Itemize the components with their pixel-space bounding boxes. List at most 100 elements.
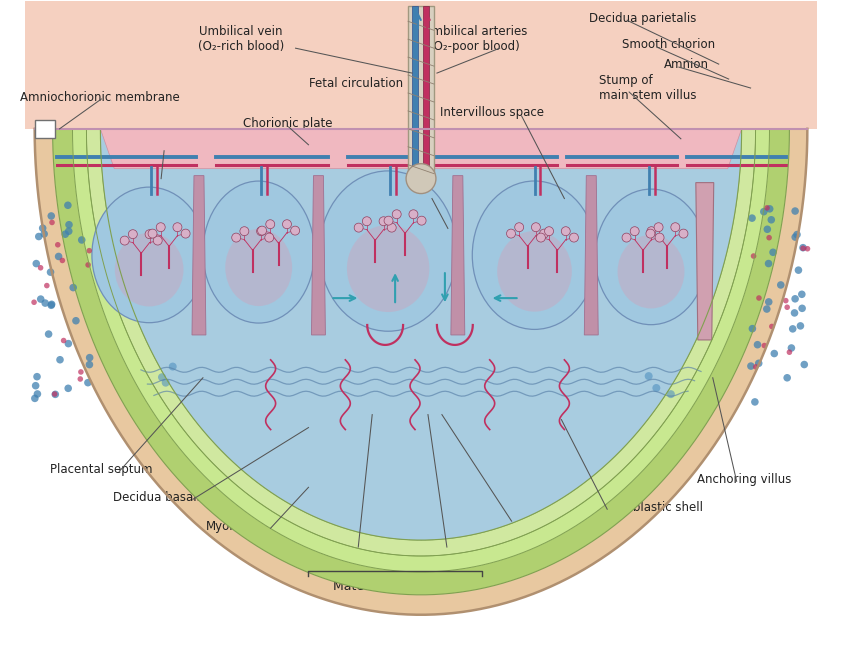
Ellipse shape bbox=[319, 171, 457, 332]
Circle shape bbox=[800, 246, 806, 251]
Circle shape bbox=[264, 233, 274, 242]
Text: Spiral
artery: Spiral artery bbox=[492, 505, 528, 533]
Circle shape bbox=[34, 390, 41, 398]
Circle shape bbox=[65, 227, 72, 235]
Text: Cytotrophoblastic shell: Cytotrophoblastic shell bbox=[568, 500, 703, 514]
Ellipse shape bbox=[347, 225, 429, 312]
Circle shape bbox=[158, 373, 166, 381]
Circle shape bbox=[760, 208, 768, 215]
Polygon shape bbox=[423, 6, 429, 179]
Ellipse shape bbox=[92, 187, 206, 322]
Polygon shape bbox=[100, 129, 742, 168]
Circle shape bbox=[562, 227, 570, 236]
Polygon shape bbox=[65, 129, 777, 188]
Circle shape bbox=[630, 227, 639, 236]
Circle shape bbox=[789, 325, 797, 333]
Text: Anchoring villus: Anchoring villus bbox=[697, 473, 791, 486]
Circle shape bbox=[60, 257, 65, 263]
Circle shape bbox=[791, 295, 799, 303]
Ellipse shape bbox=[617, 235, 685, 309]
Text: Fetal circulation: Fetal circulation bbox=[309, 77, 403, 90]
Circle shape bbox=[47, 212, 55, 220]
Text: Maternal circulation: Maternal circulation bbox=[333, 580, 457, 593]
Circle shape bbox=[770, 248, 777, 256]
Circle shape bbox=[240, 227, 249, 236]
Circle shape bbox=[786, 350, 792, 355]
Circle shape bbox=[646, 229, 655, 238]
Circle shape bbox=[768, 216, 775, 224]
Circle shape bbox=[77, 376, 83, 382]
Circle shape bbox=[84, 379, 92, 387]
Circle shape bbox=[72, 317, 80, 324]
Polygon shape bbox=[412, 6, 418, 179]
Circle shape bbox=[387, 223, 397, 232]
Circle shape bbox=[65, 221, 72, 229]
Circle shape bbox=[31, 300, 37, 305]
Circle shape bbox=[761, 343, 767, 348]
Circle shape bbox=[654, 223, 663, 231]
Circle shape bbox=[258, 226, 267, 235]
Circle shape bbox=[232, 233, 241, 242]
Circle shape bbox=[766, 235, 772, 240]
Circle shape bbox=[257, 227, 265, 236]
Circle shape bbox=[770, 350, 778, 358]
Circle shape bbox=[44, 283, 50, 289]
Circle shape bbox=[765, 298, 772, 306]
Circle shape bbox=[756, 295, 762, 301]
Polygon shape bbox=[100, 129, 742, 540]
Circle shape bbox=[540, 229, 548, 238]
Circle shape bbox=[749, 325, 756, 332]
Circle shape bbox=[507, 229, 515, 238]
Circle shape bbox=[679, 229, 688, 238]
Circle shape bbox=[173, 223, 182, 231]
Text: Umbilical vein
(O₂-rich blood): Umbilical vein (O₂-rich blood) bbox=[198, 25, 284, 53]
Circle shape bbox=[47, 302, 55, 309]
Circle shape bbox=[384, 216, 393, 225]
Circle shape bbox=[157, 223, 165, 231]
Circle shape bbox=[78, 236, 86, 244]
Polygon shape bbox=[450, 176, 465, 335]
Circle shape bbox=[47, 268, 55, 276]
Circle shape bbox=[86, 361, 93, 369]
Circle shape bbox=[290, 226, 300, 235]
Circle shape bbox=[87, 248, 92, 254]
Text: Main stem villus: Main stem villus bbox=[106, 142, 202, 155]
Circle shape bbox=[671, 223, 679, 231]
Text: Decidua parietalis: Decidua parietalis bbox=[589, 12, 696, 25]
Ellipse shape bbox=[595, 189, 706, 325]
Circle shape bbox=[168, 363, 177, 370]
Circle shape bbox=[798, 291, 806, 298]
Circle shape bbox=[645, 372, 653, 380]
Circle shape bbox=[647, 227, 656, 236]
Circle shape bbox=[764, 226, 771, 233]
Circle shape bbox=[783, 298, 789, 304]
Circle shape bbox=[791, 309, 798, 317]
Circle shape bbox=[531, 223, 541, 231]
Circle shape bbox=[653, 384, 660, 392]
Text: Decidua basalis: Decidua basalis bbox=[114, 491, 206, 504]
Circle shape bbox=[791, 233, 799, 241]
Circle shape bbox=[417, 216, 426, 225]
Circle shape bbox=[283, 220, 291, 229]
Circle shape bbox=[751, 398, 759, 406]
Circle shape bbox=[766, 205, 774, 213]
Circle shape bbox=[787, 344, 795, 352]
Circle shape bbox=[799, 244, 807, 252]
Circle shape bbox=[791, 207, 799, 214]
Circle shape bbox=[406, 164, 436, 194]
Circle shape bbox=[78, 369, 83, 375]
Circle shape bbox=[751, 254, 756, 259]
Circle shape bbox=[64, 202, 72, 209]
Ellipse shape bbox=[472, 181, 597, 330]
Polygon shape bbox=[584, 176, 598, 335]
Circle shape bbox=[362, 216, 371, 226]
Circle shape bbox=[754, 341, 761, 348]
Text: Amniochorionic membrane: Amniochorionic membrane bbox=[19, 92, 179, 105]
Text: Intervillous space: Intervillous space bbox=[440, 107, 544, 120]
Text: Stump of
main stem villus: Stump of main stem villus bbox=[600, 74, 696, 102]
Text: Branch villi: Branch villi bbox=[392, 186, 458, 199]
Circle shape bbox=[783, 374, 791, 382]
Text: Umbilical arteries
(O₂-poor blood): Umbilical arteries (O₂-poor blood) bbox=[423, 25, 527, 53]
Circle shape bbox=[128, 229, 137, 239]
Circle shape bbox=[33, 260, 40, 267]
